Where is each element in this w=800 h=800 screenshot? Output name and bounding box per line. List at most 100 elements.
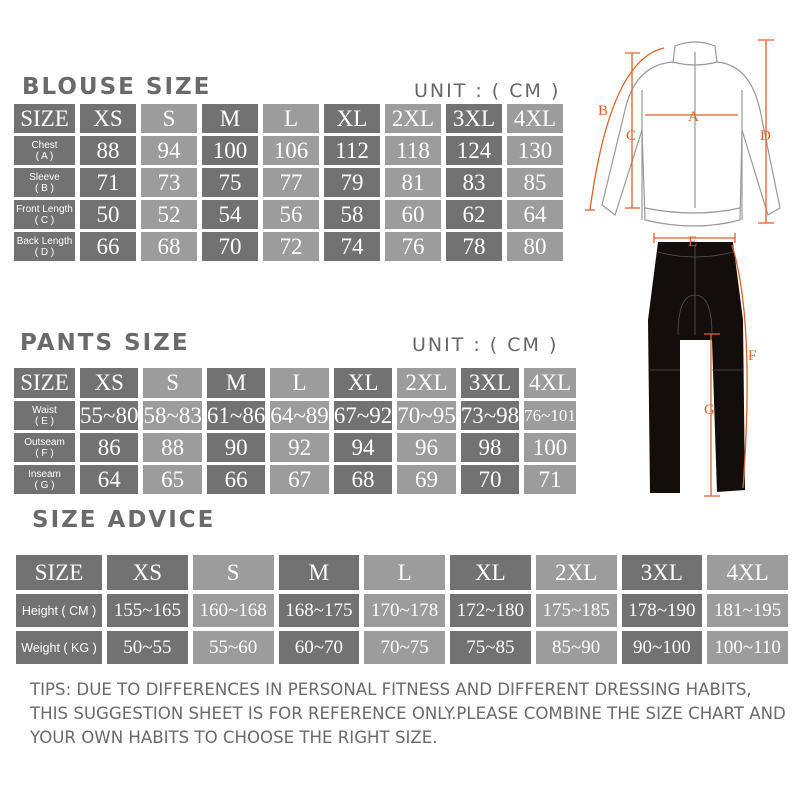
table-cell: 68 [333, 465, 393, 494]
size-header-s: S [141, 104, 197, 133]
table-cell: 72 [263, 232, 319, 261]
blouse-size-title: BLOUSE SIZE [22, 74, 212, 100]
row-label-name: Inseam [28, 468, 61, 480]
size-header-s: S [192, 555, 274, 590]
table-cell: 94 [333, 433, 393, 462]
size-header-xs: XS [107, 555, 188, 590]
table-cell: 86 [80, 433, 139, 462]
size-header-label: SIZE [14, 104, 75, 133]
marker-e: E [688, 234, 697, 250]
table-cell: 73 [141, 168, 197, 197]
pants-drawing [648, 242, 745, 493]
table-cell: 88 [80, 136, 136, 165]
size-header-2xl: 2XL [535, 555, 617, 590]
table-cell: 70 [460, 465, 520, 494]
row-label-name: Chest [31, 139, 58, 151]
table-cell: 85 [507, 168, 563, 197]
table-cell: 118 [385, 136, 441, 165]
table-cell: 78 [446, 232, 502, 261]
blouse-unit: UNIT : ( CM ) [414, 80, 561, 102]
row-label-name: Sleeve [29, 171, 60, 183]
table-cell: 61~86 [206, 401, 266, 430]
marker-g: G [704, 402, 715, 418]
pants-unit: UNIT : ( CM ) [412, 334, 559, 356]
table-cell: 90 [206, 433, 266, 462]
row-label: Outseam( F ) [14, 433, 75, 462]
table-cell: 81 [385, 168, 441, 197]
table-cell: 55~80 [80, 401, 139, 430]
table-cell: 90~100 [621, 631, 703, 664]
row-label-code: ( F ) [35, 447, 54, 459]
row-label: Sleeve( B ) [14, 168, 75, 197]
table-cell: 75 [202, 168, 258, 197]
size-header-xs: XS [80, 368, 139, 398]
table-cell: 112 [324, 136, 380, 165]
table-cell: 74 [324, 232, 380, 261]
table-cell: 172~180 [450, 594, 531, 627]
blouse-size-table: SIZE XS S M L XL 2XL 3XL 4XL Chest( A ) 88 94 100 106… [14, 104, 563, 261]
table-cell: 178~190 [621, 594, 703, 627]
marker-f: F [748, 348, 756, 364]
table-cell: 71 [80, 168, 136, 197]
row-label-name: Back Length [16, 235, 73, 247]
table-cell: 77 [263, 168, 319, 197]
measure-lines [585, 39, 774, 497]
table-cell: 66 [80, 232, 136, 261]
row-label: Weight ( KG ) [16, 631, 102, 664]
marker-b: B [598, 103, 608, 119]
table-cell: 55~60 [192, 631, 274, 664]
size-header-2xl: 2XL [397, 368, 456, 398]
table-cell: 70~95 [397, 401, 456, 430]
table-cell: 80 [507, 232, 563, 261]
size-header-m: M [206, 368, 266, 398]
size-header-3xl: 3XL [446, 104, 502, 133]
jacket-drawing [601, 41, 781, 227]
row-label: Inseam( G ) [14, 465, 75, 494]
marker-d: D [760, 128, 771, 144]
row-label-code: ( D ) [34, 246, 55, 258]
garment-diagram: B C A D E F G [585, 39, 781, 497]
row-label: Waist( E ) [14, 401, 75, 430]
row-label: Height ( CM ) [16, 594, 102, 627]
table-cell: 124 [446, 136, 502, 165]
row-label-code: ( C ) [34, 214, 55, 226]
table-cell: 73~98 [460, 401, 520, 430]
table-cell: 100 [524, 433, 576, 462]
table-cell: 100 [202, 136, 258, 165]
tips-text: TIPS: DUE TO DIFFERENCES IN PERSONAL FIT… [30, 680, 786, 747]
table-cell: 181~195 [707, 594, 788, 627]
table-cell: 75~85 [450, 631, 531, 664]
table-cell: 67 [270, 465, 329, 494]
size-header-l: L [270, 368, 329, 398]
size-header-m: M [202, 104, 258, 133]
table-cell: 170~178 [364, 594, 445, 627]
table-cell: 67~92 [333, 401, 393, 430]
size-header-s: S [143, 368, 202, 398]
table-cell: 64~89 [270, 401, 329, 430]
table-cell: 71 [524, 465, 576, 494]
size-header-xl: XL [450, 555, 531, 590]
table-cell: 168~175 [278, 594, 360, 627]
size-header-m: M [278, 555, 360, 590]
size-header-4xl: 4XL [507, 104, 563, 133]
table-cell: 92 [270, 433, 329, 462]
size-header-l: L [263, 104, 319, 133]
size-header-4xl: 4XL [707, 555, 788, 590]
table-cell: 50 [80, 200, 136, 229]
pants-size-title: PANTS SIZE [20, 330, 190, 356]
size-header-2xl: 2XL [385, 104, 441, 133]
size-header-xl: XL [324, 104, 380, 133]
table-cell: 94 [141, 136, 197, 165]
size-header-xs: XS [80, 104, 136, 133]
row-label-name: Front Length [16, 203, 73, 215]
table-cell: 100~110 [707, 631, 788, 664]
table-cell: 155~165 [107, 594, 188, 627]
table-cell: 62 [446, 200, 502, 229]
table-cell: 58 [324, 200, 380, 229]
table-cell: 66 [206, 465, 266, 494]
table-cell: 60~70 [278, 631, 360, 664]
row-label-code: ( B ) [35, 182, 54, 194]
table-cell: 76 [385, 232, 441, 261]
table-cell: 83 [446, 168, 502, 197]
size-header-3xl: 3XL [621, 555, 703, 590]
